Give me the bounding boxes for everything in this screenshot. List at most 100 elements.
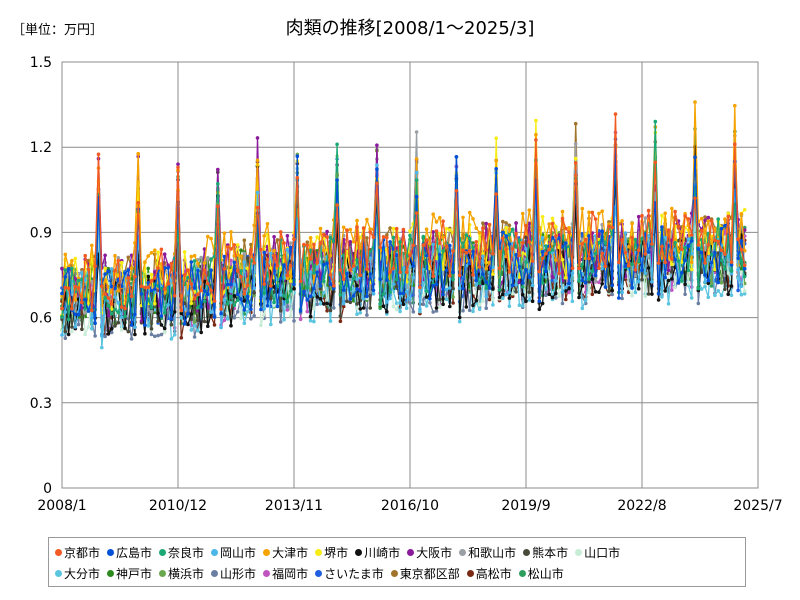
data-point bbox=[501, 296, 505, 301]
data-point bbox=[673, 257, 677, 262]
x-tick-label: 2019/9 bbox=[501, 498, 550, 514]
data-point bbox=[162, 252, 167, 256]
data-point bbox=[328, 308, 333, 313]
data-point bbox=[192, 304, 197, 309]
legend-label: 大津市 bbox=[272, 545, 309, 560]
data-point bbox=[149, 332, 154, 337]
data-point bbox=[381, 292, 386, 296]
data-point bbox=[332, 284, 336, 288]
data-point bbox=[467, 210, 472, 215]
data-point bbox=[421, 293, 426, 297]
data-point bbox=[318, 297, 323, 301]
legend-item: 奈良市 bbox=[159, 544, 204, 561]
data-point bbox=[557, 271, 561, 276]
data-point bbox=[441, 219, 445, 223]
data-point bbox=[103, 334, 107, 339]
legend-label: 熊本市 bbox=[532, 545, 569, 560]
data-point bbox=[438, 252, 442, 257]
legend-item: 川崎市 bbox=[355, 544, 400, 561]
data-point bbox=[225, 302, 230, 306]
legend-label: 広島市 bbox=[116, 545, 153, 560]
data-point bbox=[288, 274, 293, 279]
data-point bbox=[487, 297, 492, 302]
data-point bbox=[153, 248, 157, 252]
data-point bbox=[501, 230, 505, 235]
data-point bbox=[418, 307, 422, 311]
data-point bbox=[259, 323, 263, 328]
data-point bbox=[73, 284, 78, 289]
legend-row: 京都市 広島市 奈良市 岡山市 大津市 堺市 川崎市 大阪市 和歌山市 熊本市 山口市 bbox=[55, 542, 627, 562]
data-point bbox=[262, 290, 267, 295]
data-point bbox=[464, 251, 469, 255]
data-point bbox=[90, 308, 94, 313]
data-point bbox=[421, 302, 426, 307]
data-point bbox=[497, 295, 502, 300]
data-point bbox=[103, 266, 107, 271]
data-point bbox=[212, 299, 217, 303]
data-point bbox=[633, 237, 638, 242]
data-point bbox=[242, 292, 247, 296]
data-point bbox=[534, 132, 538, 137]
data-point bbox=[666, 302, 671, 306]
data-point bbox=[133, 332, 137, 337]
data-point bbox=[421, 243, 426, 247]
data-point bbox=[159, 314, 164, 318]
data-point bbox=[600, 266, 604, 271]
data-point bbox=[564, 285, 568, 290]
data-point bbox=[341, 301, 346, 306]
data-point bbox=[292, 237, 296, 242]
legend-marker bbox=[466, 569, 474, 577]
data-point bbox=[212, 323, 217, 327]
data-point bbox=[361, 226, 366, 230]
data-point bbox=[424, 238, 429, 242]
data-point bbox=[428, 259, 432, 264]
data-point bbox=[308, 318, 313, 323]
data-point bbox=[424, 227, 429, 231]
data-point bbox=[593, 290, 598, 294]
legend-item: 高松市 bbox=[466, 565, 512, 582]
data-point bbox=[719, 293, 724, 298]
data-point bbox=[570, 299, 575, 304]
data-point bbox=[570, 266, 575, 271]
legend-marker bbox=[390, 569, 398, 577]
data-point bbox=[123, 271, 127, 276]
data-point bbox=[189, 328, 194, 332]
data-point bbox=[209, 310, 213, 315]
data-point bbox=[557, 236, 561, 240]
data-point bbox=[199, 330, 203, 335]
data-point bbox=[348, 300, 353, 305]
x-tick-label: 2022/8 bbox=[617, 498, 666, 514]
data-point bbox=[93, 264, 97, 268]
data-point bbox=[146, 285, 150, 290]
data-point bbox=[583, 280, 588, 285]
data-point bbox=[229, 294, 233, 299]
data-point bbox=[587, 290, 591, 295]
legend-label: さいたま市 bbox=[324, 566, 384, 581]
data-point bbox=[378, 301, 383, 306]
data-point bbox=[129, 337, 134, 341]
data-point bbox=[517, 253, 522, 257]
data-point bbox=[232, 315, 237, 320]
data-point bbox=[626, 286, 631, 291]
data-point bbox=[242, 238, 247, 242]
data-point bbox=[275, 238, 280, 242]
data-point bbox=[600, 251, 604, 256]
data-point bbox=[660, 213, 664, 218]
data-point bbox=[477, 281, 482, 286]
data-point bbox=[547, 247, 551, 252]
data-point bbox=[699, 287, 704, 291]
data-point bbox=[385, 233, 389, 237]
data-point bbox=[252, 286, 256, 291]
data-point bbox=[249, 248, 253, 252]
data-point bbox=[252, 223, 256, 228]
data-point bbox=[80, 306, 84, 310]
data-point bbox=[633, 273, 638, 278]
data-point bbox=[269, 297, 273, 301]
data-point bbox=[544, 244, 548, 248]
data-point bbox=[646, 208, 651, 213]
data-point bbox=[630, 235, 634, 240]
legend-item: 熊本市 bbox=[523, 544, 568, 561]
data-point bbox=[308, 236, 313, 240]
data-point bbox=[471, 303, 475, 308]
data-point bbox=[408, 233, 412, 238]
